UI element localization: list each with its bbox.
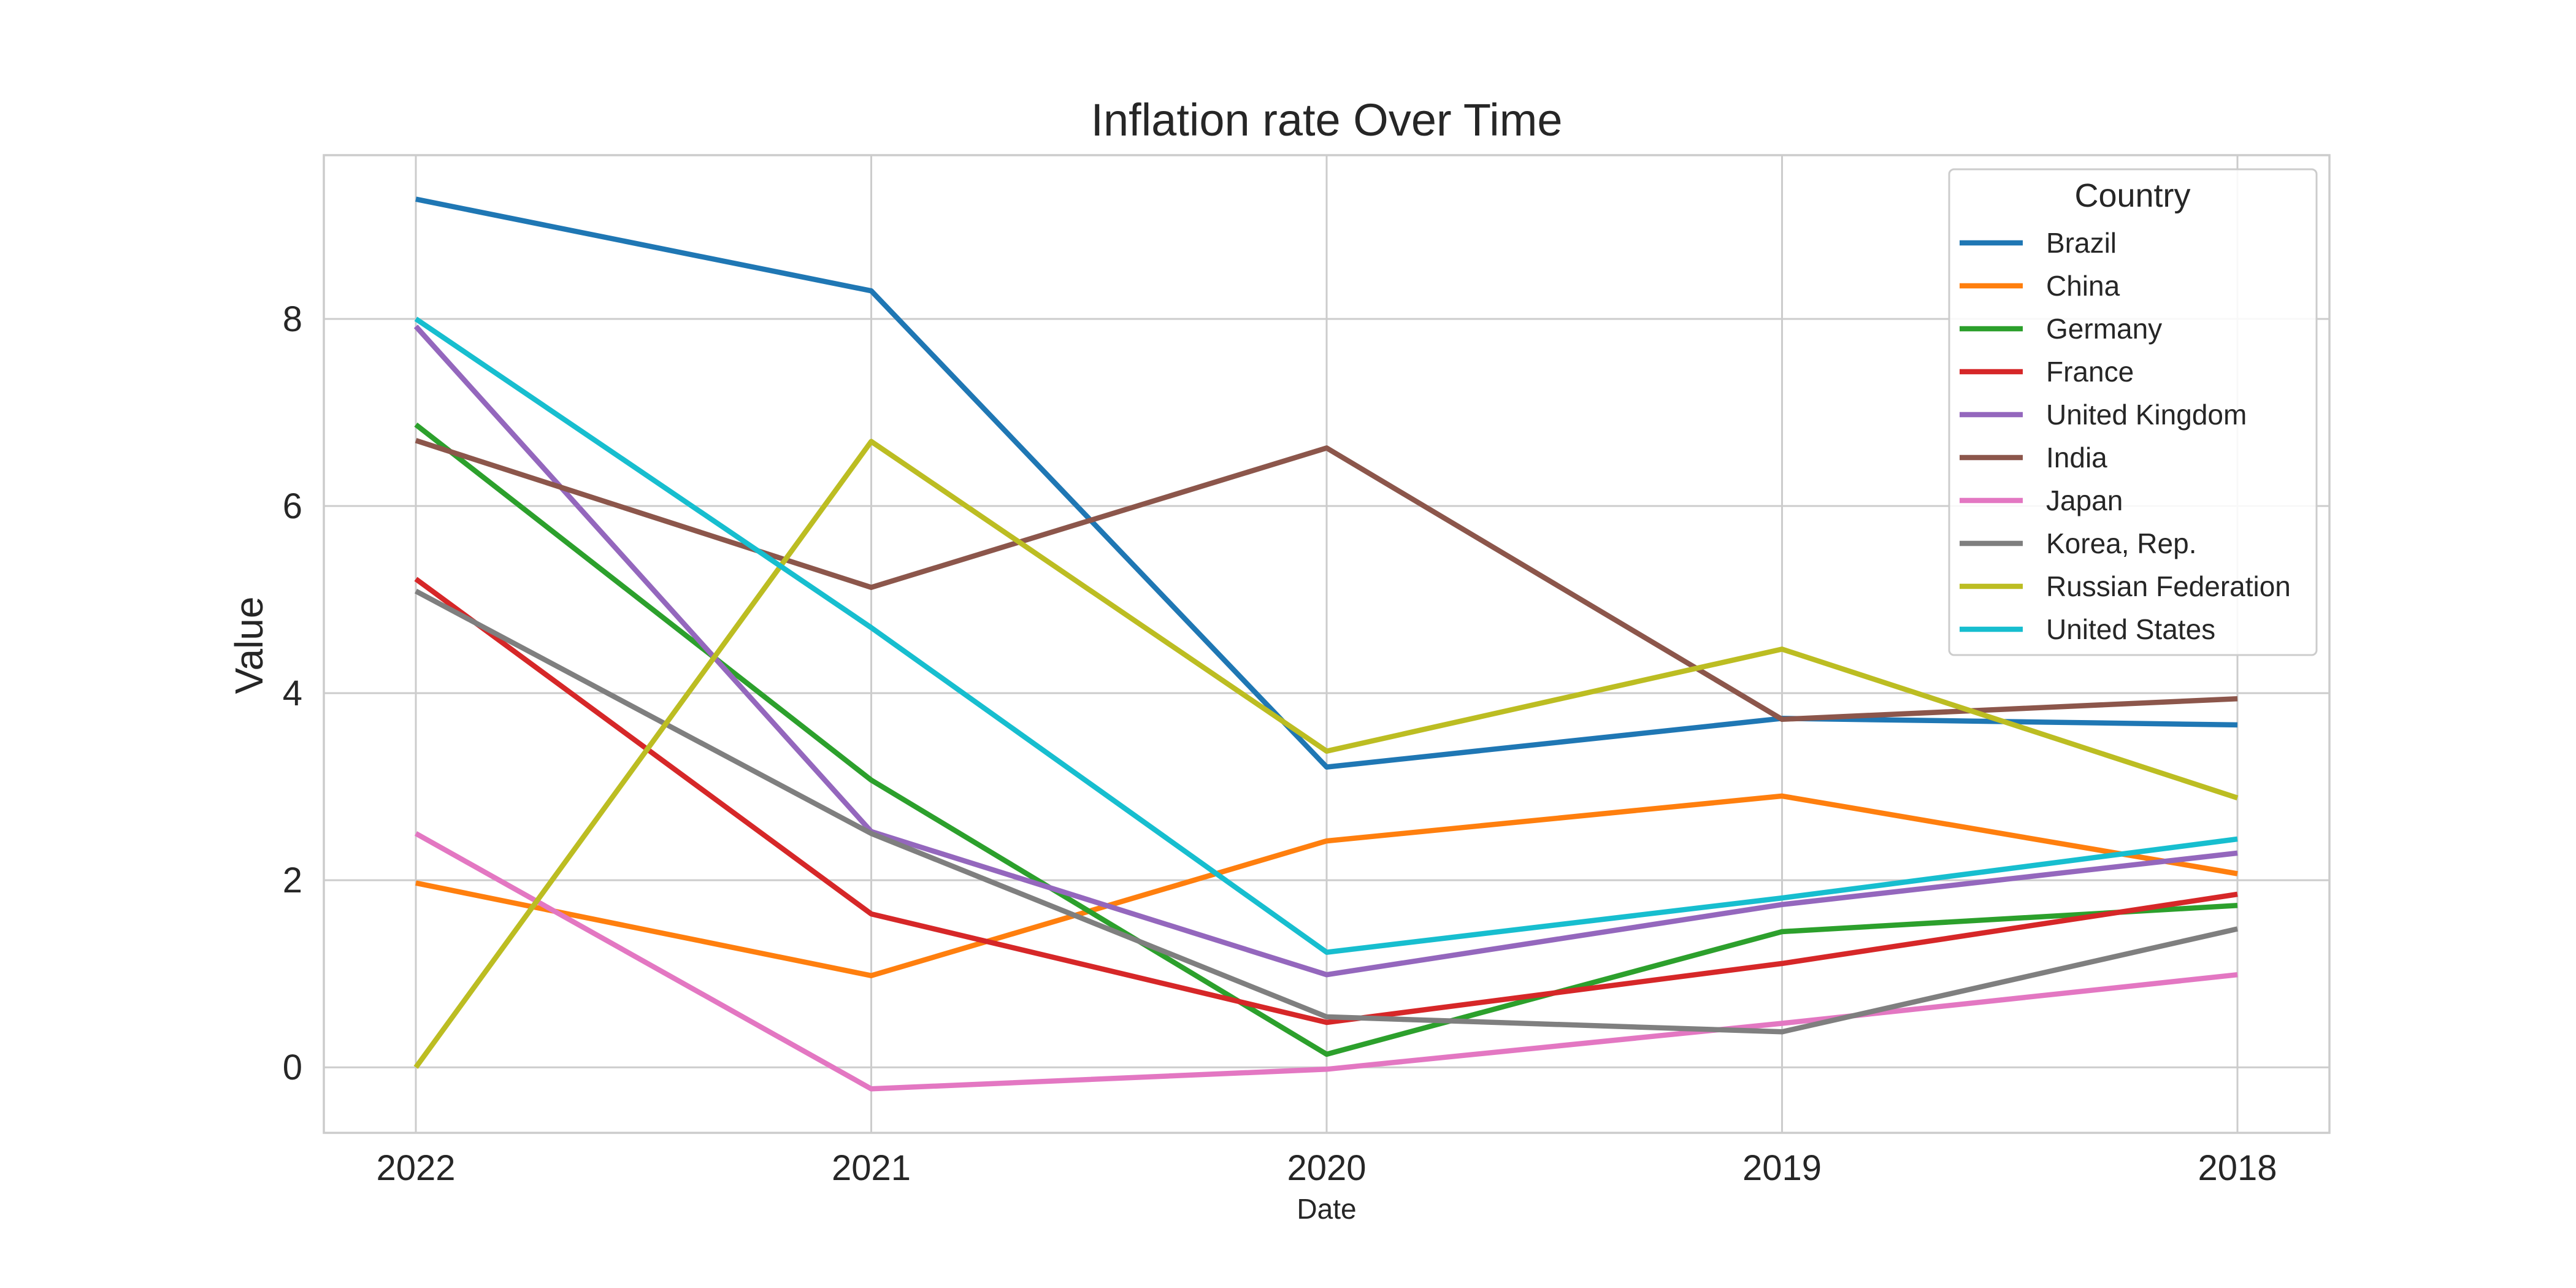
legend: Country Brazil China Germany France United K… bbox=[1948, 168, 2318, 656]
x-tick-label: 2020 bbox=[1287, 1148, 1366, 1188]
y-tick-label: 2 bbox=[283, 861, 302, 900]
x-tick-label: 2019 bbox=[1742, 1148, 1822, 1188]
legend-label-korea-rep: Korea, Rep. bbox=[2046, 527, 2196, 559]
y-axis-ticks: 0 2 4 6 8 bbox=[283, 299, 302, 1087]
series-line-france bbox=[414, 577, 2238, 1025]
series-line-korea-rep bbox=[415, 589, 2238, 1035]
series-line-russian-federation bbox=[413, 439, 2239, 1069]
y-tick-label: 4 bbox=[283, 673, 302, 713]
series-line-united-states bbox=[414, 316, 2238, 955]
legend-title: Country bbox=[2074, 177, 2190, 214]
x-axis-label: Date bbox=[1297, 1193, 1356, 1225]
series-lines bbox=[413, 196, 2239, 1092]
series-line-united-kingdom bbox=[413, 324, 2238, 978]
series-line-brazil bbox=[415, 196, 2238, 770]
y-axis-label: Value bbox=[227, 597, 271, 694]
x-tick-label: 2021 bbox=[832, 1148, 911, 1188]
legend-label-united-kingdom: United Kingdom bbox=[2046, 399, 2247, 431]
y-tick-label: 6 bbox=[283, 486, 302, 526]
x-tick-label: 2018 bbox=[2198, 1148, 2277, 1188]
legend-items: Brazil China Germany France United Kingdom In… bbox=[1960, 227, 2291, 645]
legend-label-united-states: United States bbox=[2046, 613, 2215, 645]
legend-label-france: France bbox=[2046, 356, 2134, 388]
legend-label-russian-federation: Russian Federation bbox=[2046, 570, 2291, 602]
legend-box bbox=[1948, 168, 2318, 656]
legend-label-brazil: Brazil bbox=[2046, 227, 2117, 259]
series-line-china bbox=[415, 793, 2238, 978]
legend-label-india: India bbox=[2046, 442, 2107, 473]
series-line-india bbox=[415, 438, 2238, 723]
series-line-japan bbox=[414, 831, 2238, 1092]
legend-label-germany: Germany bbox=[2046, 313, 2162, 345]
x-axis-ticks: 2022 2021 2020 2019 2018 bbox=[376, 1148, 2277, 1188]
y-tick-label: 8 bbox=[283, 299, 302, 339]
legend-label-china: China bbox=[2046, 270, 2120, 302]
plot-frame bbox=[323, 154, 2331, 1134]
y-tick-label: 0 bbox=[283, 1048, 302, 1087]
x-tick-label: 2022 bbox=[376, 1148, 455, 1188]
chart-title: Inflation rate Over Time bbox=[1091, 94, 1562, 145]
legend-label-japan: Japan bbox=[2046, 485, 2123, 516]
